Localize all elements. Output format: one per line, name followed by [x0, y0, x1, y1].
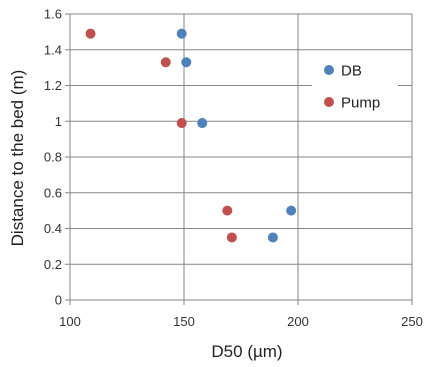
x-tick-labels: 100 150 200 250 [59, 314, 423, 329]
legend-marker-pump [324, 97, 334, 107]
point-db [286, 205, 297, 216]
y-tick-labels: 0 0.2 0.4 0.6 0.8 1 1.2 1.4 1.6 [44, 7, 62, 308]
x-tick-label: 200 [287, 314, 309, 329]
y-tick-label: 1.4 [44, 42, 62, 57]
legend: DB Pump [312, 55, 398, 119]
y-tick-label: 0 [55, 293, 62, 308]
point-pump [176, 118, 187, 129]
point-pump [226, 232, 237, 243]
legend-label-pump: Pump [341, 95, 380, 112]
x-tick-label: 250 [401, 314, 423, 329]
y-tick-label: 1 [55, 114, 62, 129]
legend-label-db: DB [341, 63, 362, 80]
point-db [176, 28, 187, 39]
data-points [85, 28, 297, 243]
x-tick-label: 100 [59, 314, 81, 329]
axes [65, 13, 413, 305]
y-tick-label: 0.4 [44, 221, 62, 236]
x-axis-title: D50 (µm) [211, 342, 282, 361]
legend-box [312, 55, 398, 119]
point-pump [85, 28, 96, 39]
y-tick-label: 0.8 [44, 150, 62, 165]
point-pump [222, 205, 233, 216]
y-axis-title: Distance to the bed (m) [8, 70, 27, 247]
point-db [267, 232, 278, 243]
x-tick-label: 150 [173, 314, 195, 329]
y-tick-label: 1.6 [44, 7, 62, 22]
point-pump [160, 57, 171, 68]
y-tick-label: 0.2 [44, 257, 62, 272]
y-tick-label: 1.2 [44, 78, 62, 93]
point-db [197, 118, 208, 129]
legend-marker-db [324, 65, 334, 75]
point-db [181, 57, 192, 68]
y-tick-label: 0.6 [44, 185, 62, 200]
